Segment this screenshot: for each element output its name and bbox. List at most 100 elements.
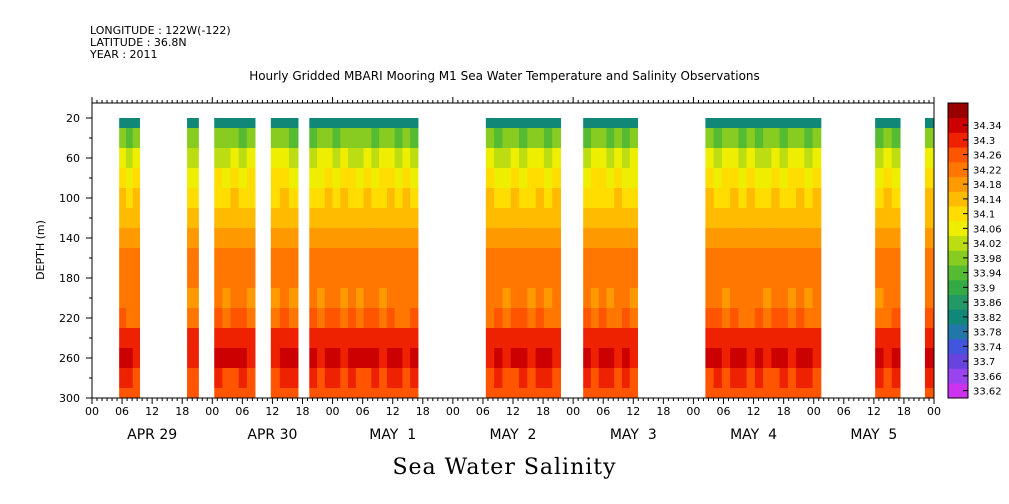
salinity-cell xyxy=(713,348,723,369)
salinity-cell xyxy=(606,288,615,309)
salinity-cell xyxy=(590,128,600,149)
salinity-cell xyxy=(371,348,380,369)
salinity-cell xyxy=(119,268,127,289)
salinity-cell xyxy=(332,228,341,249)
x-tick-label: 12 xyxy=(626,405,640,418)
salinity-cell xyxy=(510,118,520,129)
salinity-cell xyxy=(379,168,388,189)
salinity-cell xyxy=(721,168,731,189)
salinity-cell xyxy=(332,148,341,169)
colorbar-label: 33.82 xyxy=(973,313,1002,324)
salinity-cell xyxy=(590,118,600,129)
y-tick-label: 60 xyxy=(66,152,80,165)
salinity-cell xyxy=(746,168,756,189)
salinity-cell xyxy=(730,118,739,129)
salinity-cell xyxy=(125,308,134,329)
salinity-cell xyxy=(763,288,772,309)
salinity-cell xyxy=(590,228,600,249)
salinity-cell xyxy=(386,288,396,309)
salinity-cell xyxy=(754,248,764,269)
salinity-cell xyxy=(510,148,520,169)
salinity-cell xyxy=(713,388,723,399)
salinity-cell xyxy=(535,118,545,129)
salinity-cell xyxy=(371,148,380,169)
salinity-cell xyxy=(363,168,372,189)
x-day-label: MAY 3 xyxy=(610,427,657,443)
colorbar-label: 33.74 xyxy=(973,342,1002,353)
colorbar-label: 34.3 xyxy=(973,136,995,147)
salinity-cell xyxy=(543,368,553,389)
salinity-cell xyxy=(132,348,141,369)
salinity-cell xyxy=(746,308,756,329)
salinity-cell xyxy=(924,328,935,349)
salinity-cell xyxy=(543,168,553,189)
salinity-cell xyxy=(796,328,805,349)
salinity-cell xyxy=(288,118,299,129)
salinity-cell xyxy=(340,308,349,329)
salinity-cell xyxy=(771,248,781,269)
salinity-cell xyxy=(402,328,411,349)
salinity-cell xyxy=(386,388,396,399)
salinity-cell xyxy=(309,288,318,309)
salinity-cell xyxy=(348,268,357,289)
salinity-cell xyxy=(705,328,715,349)
salinity-cell xyxy=(340,118,349,129)
salinity-cell xyxy=(713,368,723,389)
salinity-cell xyxy=(621,148,631,169)
colorbar-label: 34.14 xyxy=(973,195,1002,206)
salinity-cell xyxy=(738,188,748,209)
salinity-cell xyxy=(309,188,318,209)
salinity-cell xyxy=(485,228,495,249)
salinity-cell xyxy=(187,268,199,289)
salinity-cell xyxy=(629,328,638,349)
salinity-cell xyxy=(583,128,592,149)
salinity-cell xyxy=(779,288,789,309)
salinity-cell xyxy=(746,188,756,209)
salinity-cell xyxy=(527,128,537,149)
salinity-cell xyxy=(804,348,814,369)
salinity-cell xyxy=(721,348,731,369)
salinity-cell xyxy=(214,148,223,169)
salinity-cell xyxy=(730,388,739,399)
salinity-cell xyxy=(386,168,396,189)
salinity-cell xyxy=(246,188,256,209)
salinity-cell xyxy=(214,388,223,399)
salinity-cell xyxy=(705,288,715,309)
data-block xyxy=(270,118,299,399)
salinity-cell xyxy=(812,148,822,169)
salinity-cell xyxy=(598,328,607,349)
salinity-cell xyxy=(552,188,562,209)
salinity-cell xyxy=(340,188,349,209)
salinity-cell xyxy=(230,228,240,249)
salinity-cell xyxy=(394,348,403,369)
salinity-cell xyxy=(804,188,814,209)
salinity-cell xyxy=(410,228,419,249)
salinity-cell xyxy=(485,268,495,289)
salinity-cell xyxy=(246,288,256,309)
salinity-cell xyxy=(270,128,281,149)
salinity-cell xyxy=(394,368,403,389)
salinity-cell xyxy=(583,348,592,369)
salinity-cell xyxy=(763,128,772,149)
data-blocks xyxy=(119,118,935,399)
salinity-cell xyxy=(543,118,553,129)
salinity-cell xyxy=(125,388,134,399)
salinity-cell xyxy=(875,268,884,289)
salinity-cell xyxy=(332,368,341,389)
salinity-cell xyxy=(324,368,334,389)
salinity-cell xyxy=(394,168,403,189)
salinity-cell xyxy=(924,368,935,389)
salinity-cell xyxy=(222,148,232,169)
salinity-cell xyxy=(763,268,772,289)
salinity-cell xyxy=(629,208,638,229)
salinity-cell xyxy=(891,208,901,229)
salinity-cell xyxy=(598,188,607,209)
salinity-cell xyxy=(730,248,739,269)
salinity-cell xyxy=(324,308,334,329)
salinity-cell xyxy=(730,268,739,289)
salinity-cell xyxy=(324,328,334,349)
salinity-cell xyxy=(705,118,715,129)
salinity-cell xyxy=(502,148,512,169)
salinity-cell xyxy=(410,168,419,189)
salinity-cell xyxy=(891,148,901,169)
